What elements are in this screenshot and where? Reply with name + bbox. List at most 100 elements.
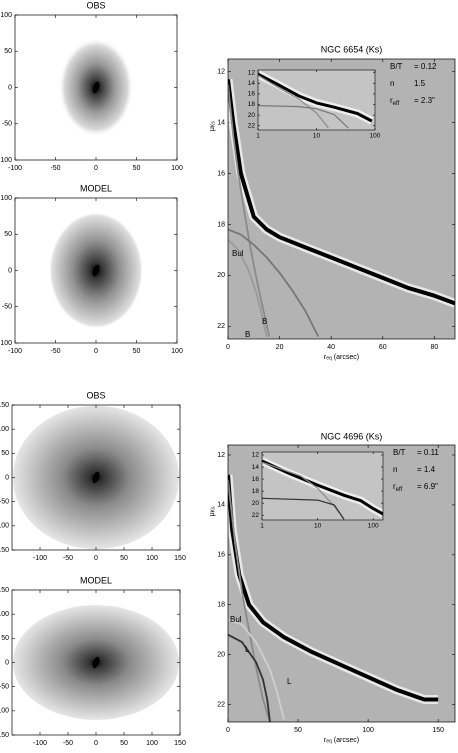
x-tick-label: 0 <box>94 555 98 562</box>
x-tick-label: -50 <box>63 555 73 562</box>
x-tick-label: 50 <box>120 555 128 562</box>
x-tick-label: 20 <box>276 344 284 351</box>
annotation-name: n <box>393 465 397 474</box>
annotation-value: = 0.12 <box>414 62 437 71</box>
y-tick-label: 150 <box>0 402 9 409</box>
y-tick-label: 20 <box>217 651 225 658</box>
y-tick-label: 150 <box>0 587 9 594</box>
component-label: Bul <box>230 615 242 624</box>
annotation-value: = 6.9" <box>417 482 438 491</box>
y-tick-label: 14 <box>217 502 225 509</box>
x-tick-label: 0 <box>226 344 230 351</box>
annotation-name: B/T <box>390 62 403 71</box>
x-tick-label: -100 <box>33 740 47 747</box>
annotation-label: n <box>393 465 397 474</box>
y-tick-label: 22 <box>217 323 225 330</box>
x-axis-label: req (arcsec) <box>324 354 359 362</box>
x-tick-label: 150 <box>174 740 186 747</box>
y-tick-label: 100 <box>0 195 12 202</box>
data-profile <box>228 79 455 306</box>
x-tick-label: 10 <box>313 133 321 140</box>
data-profile <box>262 459 383 516</box>
data-profile <box>258 72 373 123</box>
y-tick-label: 16 <box>252 476 260 483</box>
panel-title: NGC 6654 (Ks) <box>321 44 383 54</box>
x-tick-label: 100 <box>171 348 183 355</box>
galaxy-core <box>92 471 100 484</box>
annotation-value: 1.5 <box>414 79 426 88</box>
annotation-value: = 2.3" <box>414 96 435 105</box>
component-label: L <box>245 645 250 654</box>
y-tick-label: 20 <box>217 272 225 279</box>
inset-frame <box>257 69 376 131</box>
annotation-value: = 0.11 <box>417 448 439 457</box>
x-tick-label: 1 <box>260 523 264 530</box>
y-tick-label: -50 <box>2 304 12 311</box>
y-tick-label: -50 <box>2 121 12 128</box>
y-tick-label: 18 <box>217 602 225 609</box>
x-tick-label: 0 <box>94 348 98 355</box>
y-tick-label: -100 <box>0 157 12 164</box>
y-tick-label: 14 <box>217 119 225 126</box>
y-label-main: μ <box>209 512 216 516</box>
x-tick-label: 100 <box>368 523 379 530</box>
annotation-name: B/T <box>393 448 406 457</box>
y-tick-label: 22 <box>248 122 256 129</box>
x-tick-label: 100 <box>370 133 381 140</box>
annotation-label: B/T <box>390 62 403 71</box>
component-profile <box>228 228 320 337</box>
y-tick-label: -150 <box>0 732 9 739</box>
y-tick-label: 16 <box>217 552 225 559</box>
y-tick-label: 0 <box>5 474 9 481</box>
y-tick-label: -100 <box>0 340 12 347</box>
y-tick-label: -150 <box>0 547 9 554</box>
component-label: B <box>262 317 267 326</box>
y-label-main: μ <box>209 127 216 131</box>
x-label-rest: (arcsec) <box>332 737 359 744</box>
y-tick-label: -100 <box>0 523 9 530</box>
component-label: L <box>287 677 292 686</box>
x-tick-label: 100 <box>362 727 374 734</box>
panel-title: OBS <box>86 0 105 10</box>
y-axis-label: μKs <box>209 121 217 131</box>
y-tick-label: 14 <box>248 80 256 87</box>
annotation-label: reff <box>393 482 403 492</box>
component-profile <box>258 105 349 129</box>
y-tick-label: 22 <box>217 701 225 708</box>
x-tick-label: 10 <box>314 523 322 530</box>
y-tick-label: 12 <box>252 452 260 459</box>
y-axis-label: μKs <box>209 506 217 516</box>
x-tick-label: -50 <box>50 348 60 355</box>
y-tick-label: -50 <box>0 499 9 506</box>
y-tick-label: 0 <box>8 267 12 274</box>
galaxy-core <box>92 81 100 94</box>
annotation-name: r <box>393 482 396 491</box>
y-tick-label: 18 <box>248 101 256 108</box>
y-label-sub: Ks <box>211 121 217 127</box>
galaxy-core <box>92 264 100 277</box>
annotation-label: reff <box>390 96 400 106</box>
x-tick-label: 1 <box>256 133 260 140</box>
y-tick-label: 100 <box>0 426 9 433</box>
y-tick-label: 50 <box>1 635 9 642</box>
y-tick-label: 0 <box>8 84 12 91</box>
x-axis-label: req (arcsec) <box>324 737 359 745</box>
x-label-sub: eq <box>326 356 332 362</box>
annotation-sub: eff <box>393 101 400 107</box>
y-tick-label: 14 <box>252 464 260 471</box>
galaxy-core <box>92 656 100 669</box>
x-label-main: r <box>324 354 327 361</box>
panel-title: MODEL <box>80 183 112 193</box>
annotation-name: r <box>390 96 393 105</box>
y-tick-label: 0 <box>5 659 9 666</box>
x-tick-label: -100 <box>33 555 47 562</box>
y-tick-label: 50 <box>1 450 9 457</box>
x-tick-label: 60 <box>379 344 387 351</box>
x-tick-label: 100 <box>146 555 158 562</box>
x-tick-label: 150 <box>432 727 444 734</box>
x-tick-label: 0 <box>94 740 98 747</box>
x-tick-label: 0 <box>94 165 98 172</box>
x-tick-label: 40 <box>327 344 335 351</box>
component-profile <box>228 479 271 722</box>
